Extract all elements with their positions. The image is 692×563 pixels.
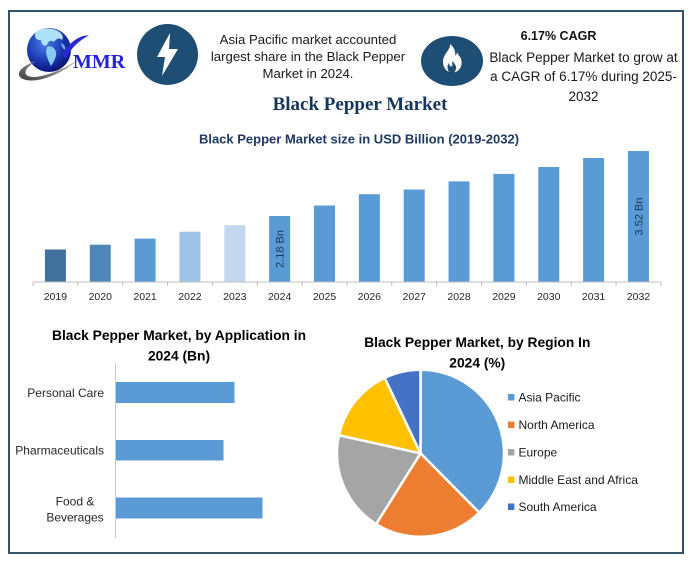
svg-text:2027: 2027	[403, 291, 427, 303]
svg-text:Black Pepper Market, by Region: Black Pepper Market, by Region In	[364, 335, 590, 350]
svg-text:2.18 Bn: 2.18 Bn	[275, 230, 287, 268]
svg-text:Europe: Europe	[519, 446, 558, 460]
svg-text:2019: 2019	[44, 291, 68, 303]
svg-text:2028: 2028	[447, 291, 471, 303]
svg-text:2024: 2024	[268, 291, 292, 303]
svg-text:South America: South America	[519, 500, 597, 514]
svg-text:2024 (%): 2024 (%)	[449, 355, 505, 370]
svg-text:2024 (Bn): 2024 (Bn)	[148, 349, 210, 364]
svg-text:2031: 2031	[582, 291, 606, 303]
svg-text:2023: 2023	[223, 291, 247, 303]
svg-text:North America: North America	[519, 418, 595, 432]
svg-text:Black Pepper Market, by Applic: Black Pepper Market, by Application in	[52, 328, 306, 343]
svg-text:2029: 2029	[492, 291, 516, 303]
svg-text:Beverages: Beverages	[46, 511, 103, 525]
svg-text:Middle East and Africa: Middle East and Africa	[519, 473, 639, 487]
svg-text:Black Pepper Market size in US: Black Pepper Market size in USD Billion …	[199, 132, 519, 147]
svg-text:2030: 2030	[537, 291, 561, 303]
svg-text:MMR: MMR	[73, 51, 126, 73]
svg-text:2020: 2020	[89, 291, 113, 303]
svg-text:2022: 2022	[178, 291, 202, 303]
svg-text:2025: 2025	[313, 291, 337, 303]
svg-text:Pharmaceuticals: Pharmaceuticals	[15, 444, 104, 458]
svg-text:Food &: Food &	[56, 495, 95, 509]
svg-text:3.52 Bn: 3.52 Bn	[633, 198, 645, 236]
svg-text:2032: 2032	[627, 291, 651, 303]
svg-text:2026: 2026	[358, 291, 382, 303]
svg-text:2021: 2021	[133, 291, 157, 303]
svg-text:Asia Pacific: Asia Pacific	[519, 391, 581, 405]
svg-text:Personal Care: Personal Care	[27, 386, 104, 400]
